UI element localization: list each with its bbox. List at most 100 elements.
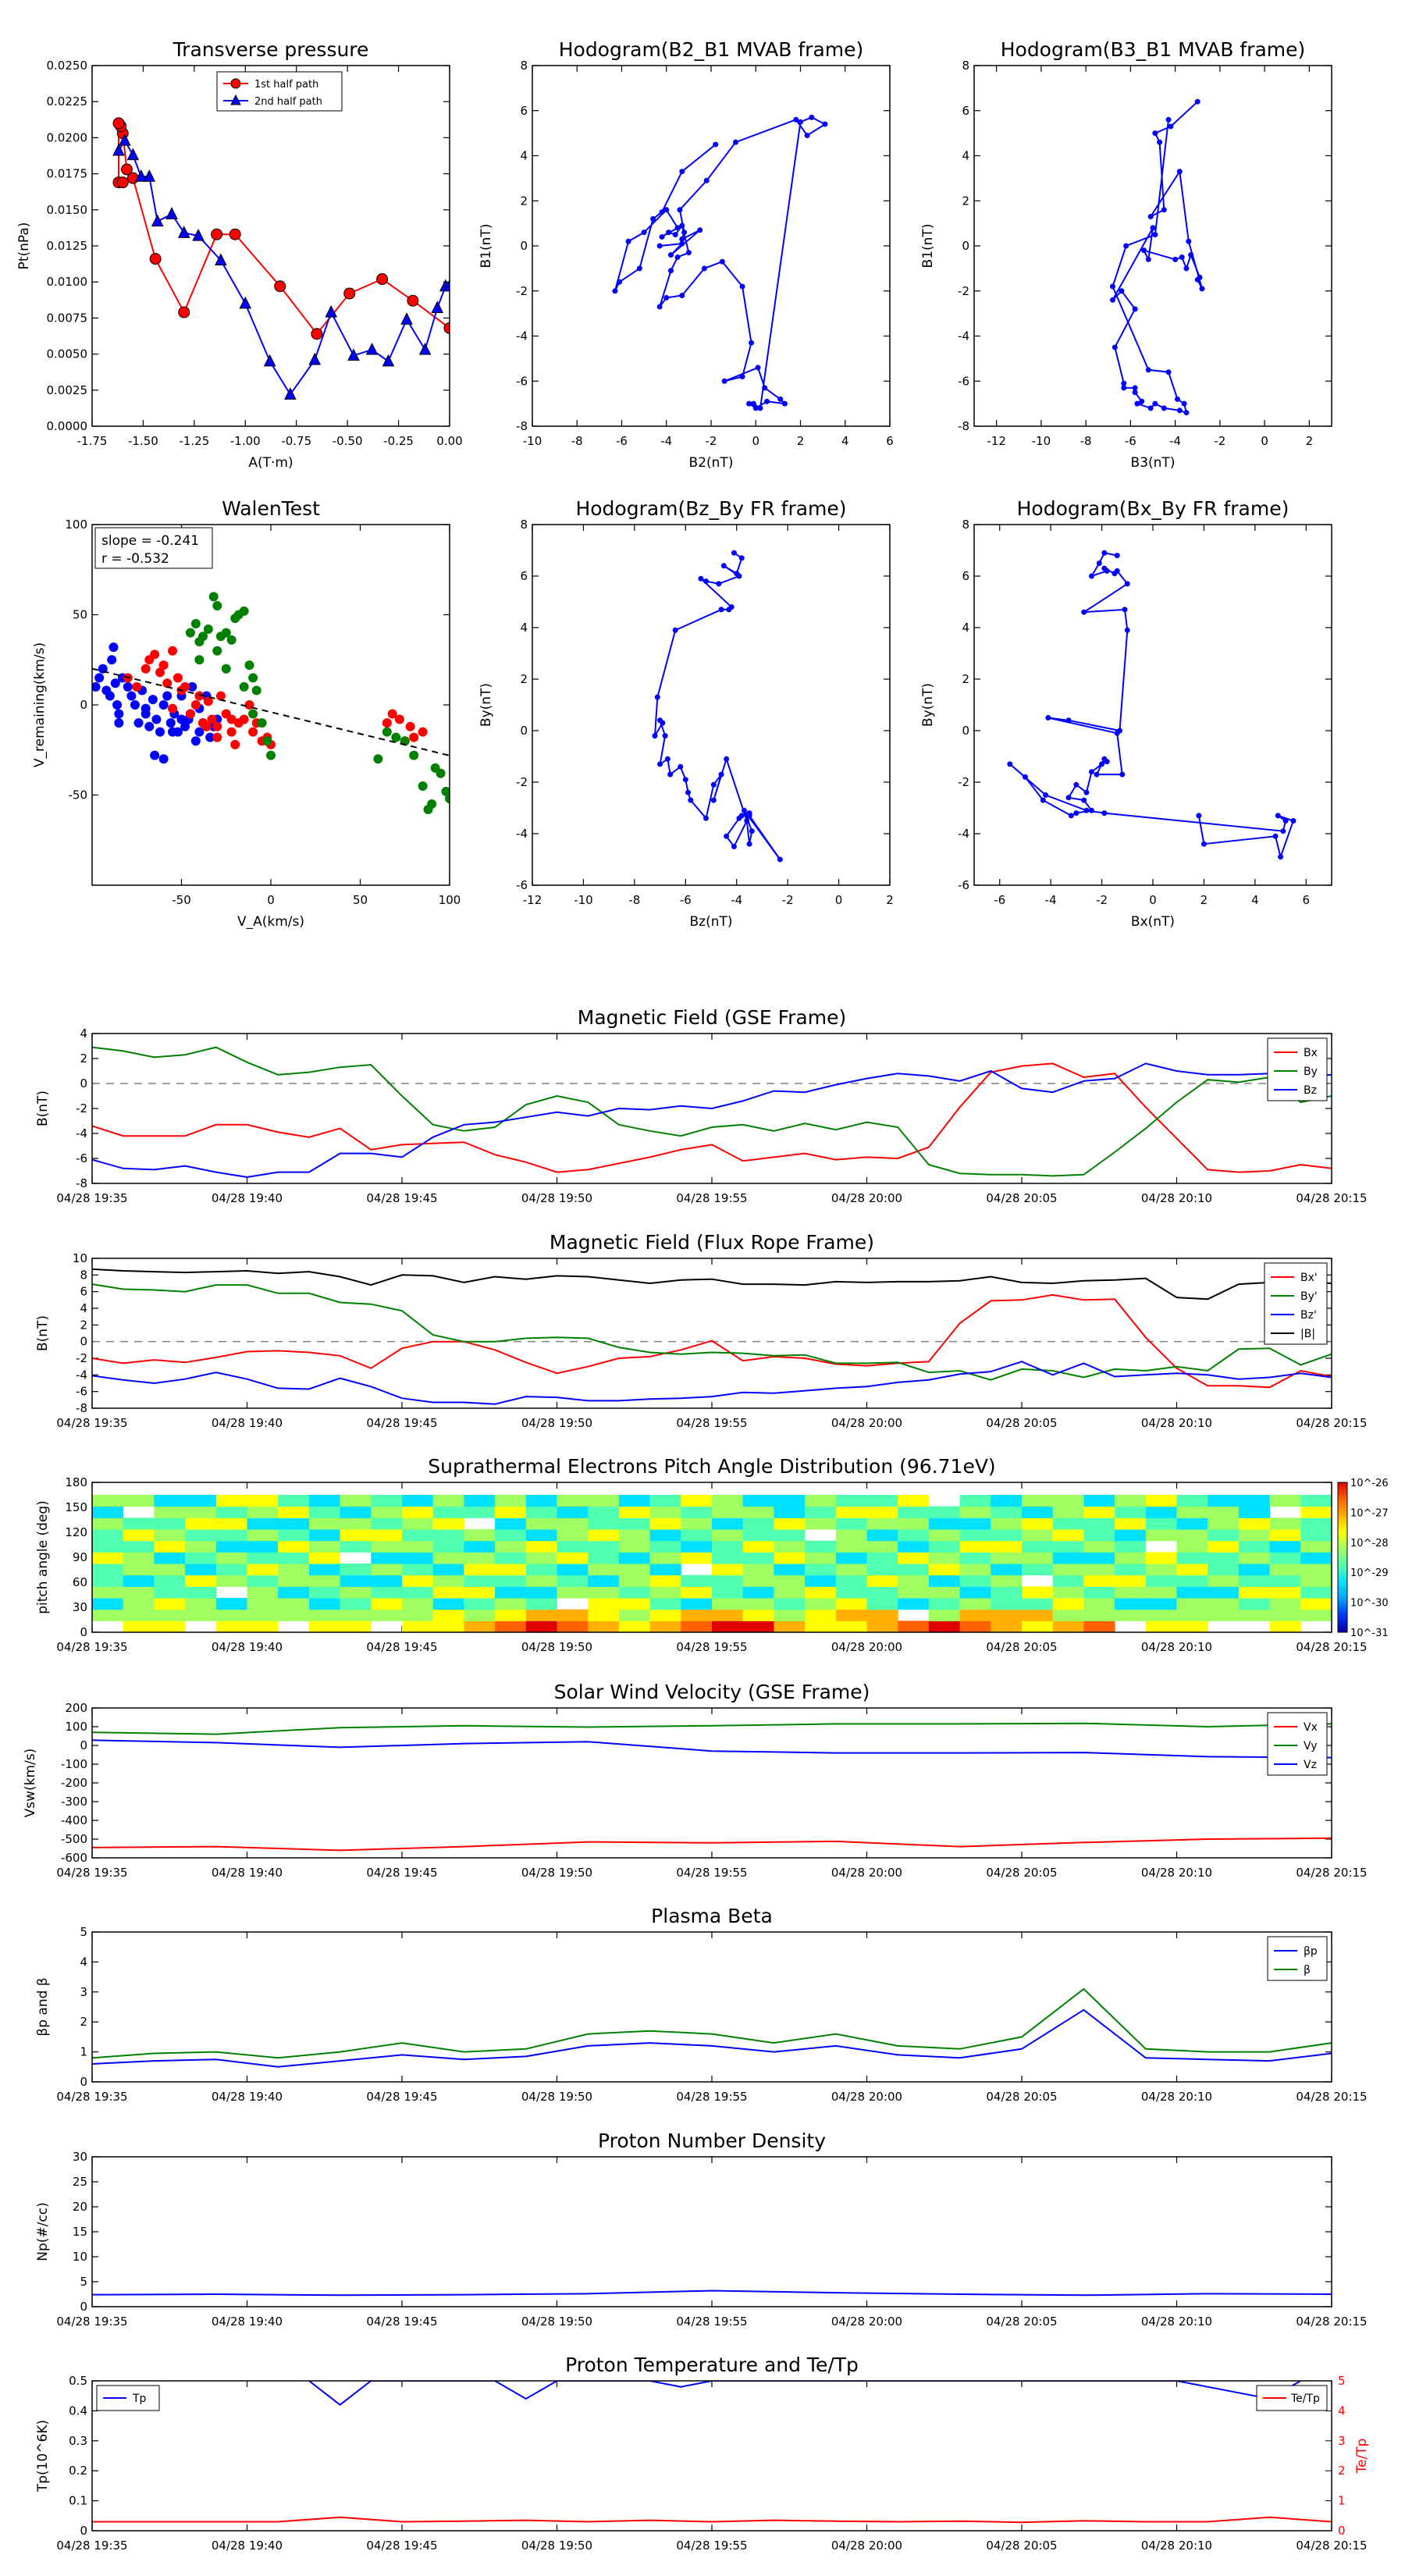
hodogram-point: [1152, 130, 1158, 137]
hodogram-point: [663, 207, 670, 213]
hodogram-point: [720, 563, 727, 569]
y-tick-label: 2: [80, 1051, 87, 1066]
walen-point-red: [185, 709, 195, 719]
plasma-beta-ylabel: βp and β: [35, 1977, 51, 2036]
heatmap-cell: [371, 1574, 403, 1587]
heatmap-cell: [898, 1540, 930, 1553]
proton-density-frame: [91, 2156, 1332, 2307]
heatmap-cell: [681, 1574, 713, 1587]
heatmap-cell: [402, 1564, 434, 1576]
heatmap-cell: [991, 1586, 1023, 1599]
hodogram-point: [659, 233, 665, 240]
heatmap-cell: [525, 1598, 557, 1610]
heatmap-cell: [681, 1529, 713, 1542]
y-tick-label: -400: [61, 1813, 87, 1827]
heatmap-cell: [495, 1574, 527, 1587]
heatmap-cell: [525, 1517, 557, 1530]
heatmap-cell: [681, 1540, 713, 1553]
proton-density-title: Proton Number Density: [598, 2129, 826, 2152]
heatmap-cell: [866, 1574, 898, 1587]
walen-point-blue: [108, 642, 119, 653]
heatmap-cell: [1238, 1598, 1271, 1610]
heatmap-cell: [712, 1564, 744, 1576]
walen-test-xlabel: V_A(km/s): [237, 914, 304, 930]
heatmap-cell: [371, 1598, 403, 1610]
hodogram-point: [1043, 792, 1049, 798]
heatmap-cell: [123, 1540, 155, 1553]
data-point-2nd-half: [177, 226, 190, 238]
walen-test-plot-area: [92, 592, 450, 814]
heatmap-cell: [1269, 1552, 1301, 1564]
heatmap-cell: [371, 1540, 403, 1553]
x-tick-label: 6: [886, 434, 894, 448]
y-tick-label: -6: [516, 374, 528, 388]
walen-point-blue: [130, 700, 140, 710]
walen-point-blue: [123, 681, 133, 692]
walen-point-red: [168, 646, 178, 656]
heatmap-cell: [340, 1586, 372, 1599]
heatmap-cell: [1208, 1574, 1240, 1587]
y-tick-label: 60: [73, 1575, 87, 1589]
y-tick-label: 120: [65, 1525, 87, 1539]
data-point-1st-half: [443, 322, 450, 334]
heatmap-cell: [835, 1540, 867, 1553]
hodogram-point: [698, 575, 704, 582]
heatmap-cell: [1115, 1598, 1147, 1610]
y-tick-label: 0.0025: [47, 383, 88, 397]
heatmap-cell: [618, 1517, 651, 1530]
hodogram-point: [685, 789, 692, 795]
heatmap-cell: [959, 1621, 991, 1632]
hodogram-point: [681, 229, 688, 236]
heatmap-cell: [928, 1552, 961, 1564]
heatmap-cell: [1300, 1564, 1332, 1576]
heatmap-cell: [123, 1574, 155, 1587]
heatmap-cell: [247, 1495, 279, 1507]
heatmap-cell: [1145, 1564, 1177, 1576]
series-line-Vz: [92, 1739, 1332, 1759]
heatmap-cell: [278, 1552, 310, 1564]
heatmap-cell: [1300, 1517, 1332, 1530]
x-tick-label: 04/28 19:45: [366, 1866, 437, 1880]
heatmap-cell: [1238, 1529, 1271, 1542]
y-tick-label: 4: [520, 621, 528, 635]
y-tick-label: -6: [516, 878, 528, 892]
y-tick-label: 5: [80, 1925, 87, 1939]
walen-point-blue: [150, 750, 160, 760]
y-tick-label: 0.0250: [47, 59, 88, 73]
walen-point-green: [262, 736, 272, 746]
walen-point-green: [257, 718, 267, 728]
x-tick-label: 04/28 19:35: [56, 2314, 127, 2329]
data-point-2nd-half: [112, 143, 125, 156]
heatmap-cell: [1300, 1495, 1332, 1507]
heatmap-cell: [649, 1552, 681, 1564]
x-tick-label: -12: [523, 893, 542, 907]
heatmap-cell: [898, 1529, 930, 1542]
hodogram-point: [657, 717, 663, 724]
heatmap-cell: [681, 1586, 713, 1599]
y-tick-label: -100: [61, 1757, 87, 1771]
heatmap-cell: [959, 1574, 991, 1587]
magnetic-field-fr-title: Magnetic Field (Flux Rope Frame): [550, 1231, 874, 1254]
data-point-1st-half: [149, 253, 162, 265]
heatmap-cell: [247, 1552, 279, 1564]
x-tick-label: 04/28 19:35: [56, 1640, 127, 1654]
hodogram-point: [617, 279, 623, 285]
heatmap-cell: [1238, 1517, 1271, 1530]
y-tick-label: 0.0200: [47, 130, 88, 144]
x-tick-label: -2: [1214, 434, 1225, 448]
legend-label: Vx: [1304, 1721, 1318, 1734]
walen-point-green: [239, 606, 249, 616]
hodogram-bx-by-frame: [973, 524, 1332, 886]
hodogram-point: [822, 121, 828, 127]
heatmap-cell: [742, 1552, 774, 1564]
walen-point-green: [382, 727, 392, 737]
heatmap-cell: [215, 1495, 247, 1507]
hodogram-point: [672, 232, 678, 238]
heatmap-cell: [681, 1598, 713, 1610]
heatmap-cell: [1083, 1598, 1115, 1610]
x-tick-label: 04/28 19:55: [676, 1416, 747, 1430]
y-tick-label: 0.0150: [47, 203, 88, 217]
data-point-2nd-half: [365, 342, 379, 355]
heatmap-cell: [712, 1506, 744, 1518]
heatmap-cell: [340, 1574, 372, 1587]
